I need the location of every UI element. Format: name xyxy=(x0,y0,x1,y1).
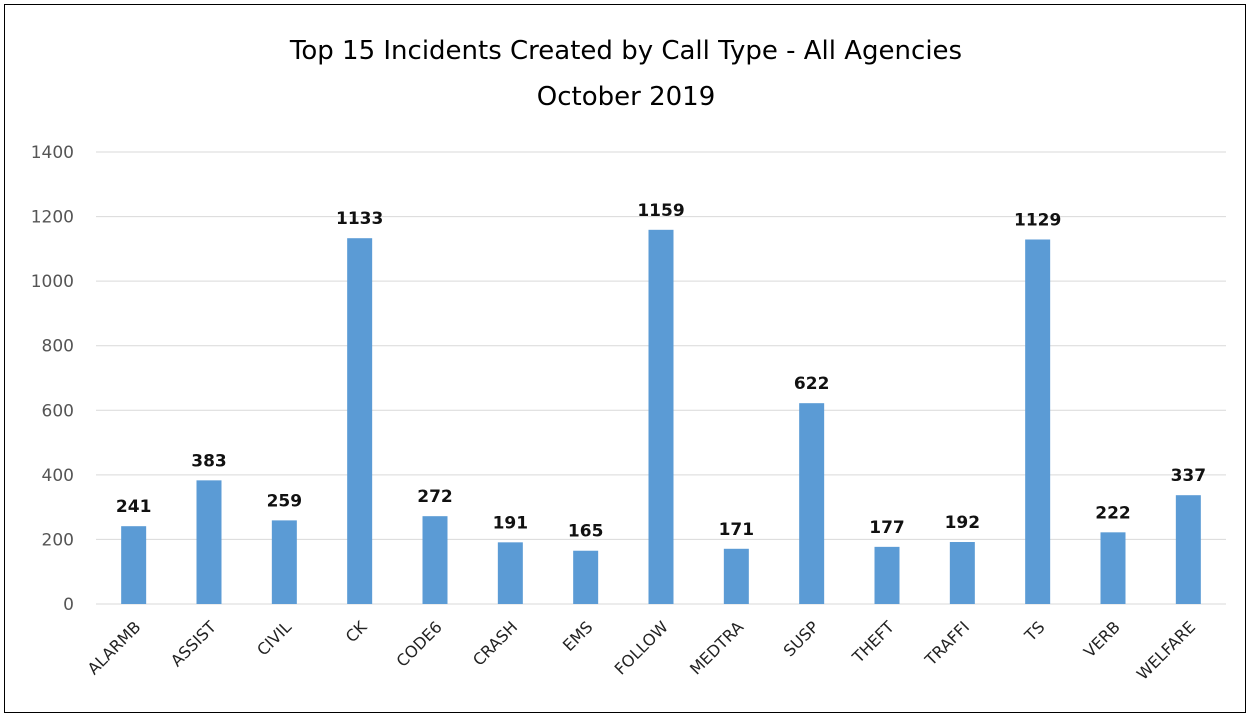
bar xyxy=(573,550,599,604)
x-tick-label: CK xyxy=(342,617,371,646)
bar xyxy=(648,229,674,604)
bar xyxy=(422,516,448,604)
x-tick-label: CODE6 xyxy=(393,617,446,670)
bar xyxy=(723,548,749,604)
data-label: 165 xyxy=(568,522,604,542)
x-tick-label: MEDTRA xyxy=(686,617,747,678)
y-tick-label: 0 xyxy=(63,595,74,615)
y-tick-label: 1000 xyxy=(31,272,74,292)
bar xyxy=(1175,495,1201,604)
bar xyxy=(121,526,147,604)
x-tick-label: CRASH xyxy=(469,617,521,669)
data-label: 272 xyxy=(417,487,453,507)
data-label: 1159 xyxy=(637,201,684,221)
data-label: 192 xyxy=(945,513,981,533)
x-tick-label: ALARMB xyxy=(84,617,145,678)
bar xyxy=(271,520,297,604)
x-tick-label: TRAFFI xyxy=(921,617,974,670)
chart-subtitle: October 2019 xyxy=(536,82,716,112)
data-label: 171 xyxy=(719,520,755,540)
bar xyxy=(799,403,825,604)
x-tick-label: TS xyxy=(1020,617,1048,645)
bar xyxy=(949,542,975,604)
data-label: 222 xyxy=(1095,503,1131,523)
data-label: 1129 xyxy=(1014,210,1061,230)
y-tick-label: 600 xyxy=(42,401,74,421)
data-label: 383 xyxy=(191,451,227,471)
y-tick-label: 200 xyxy=(42,530,74,550)
chart-title: Top 15 Incidents Created by Call Type - … xyxy=(289,36,963,66)
bar xyxy=(874,546,900,604)
y-tick-label: 400 xyxy=(42,466,74,486)
data-label: 259 xyxy=(267,491,303,511)
y-tick-label: 1200 xyxy=(31,208,74,228)
bar xyxy=(347,238,373,604)
data-label: 337 xyxy=(1171,466,1207,486)
y-tick-label: 800 xyxy=(42,337,74,357)
x-tick-label: WELFARE xyxy=(1133,617,1199,683)
data-label: 191 xyxy=(493,513,529,533)
x-tick-label: EMS xyxy=(559,617,597,655)
x-tick-label: CIVIL xyxy=(253,617,295,659)
data-label: 1133 xyxy=(336,209,383,229)
x-tick-label: FOLLOW xyxy=(611,617,672,678)
x-tick-label: THEFT xyxy=(848,617,898,667)
data-label: 177 xyxy=(869,518,905,538)
data-label: 241 xyxy=(116,497,152,517)
bar xyxy=(196,480,222,604)
data-label: 622 xyxy=(794,374,830,394)
x-tick-label: SUSP xyxy=(780,617,823,660)
x-tick-label: VERB xyxy=(1080,617,1124,661)
x-tick-label: ASSIST xyxy=(167,617,220,670)
bar xyxy=(497,542,523,604)
bar xyxy=(1100,532,1126,604)
y-tick-label: 1400 xyxy=(31,143,74,163)
bar xyxy=(1025,239,1051,604)
